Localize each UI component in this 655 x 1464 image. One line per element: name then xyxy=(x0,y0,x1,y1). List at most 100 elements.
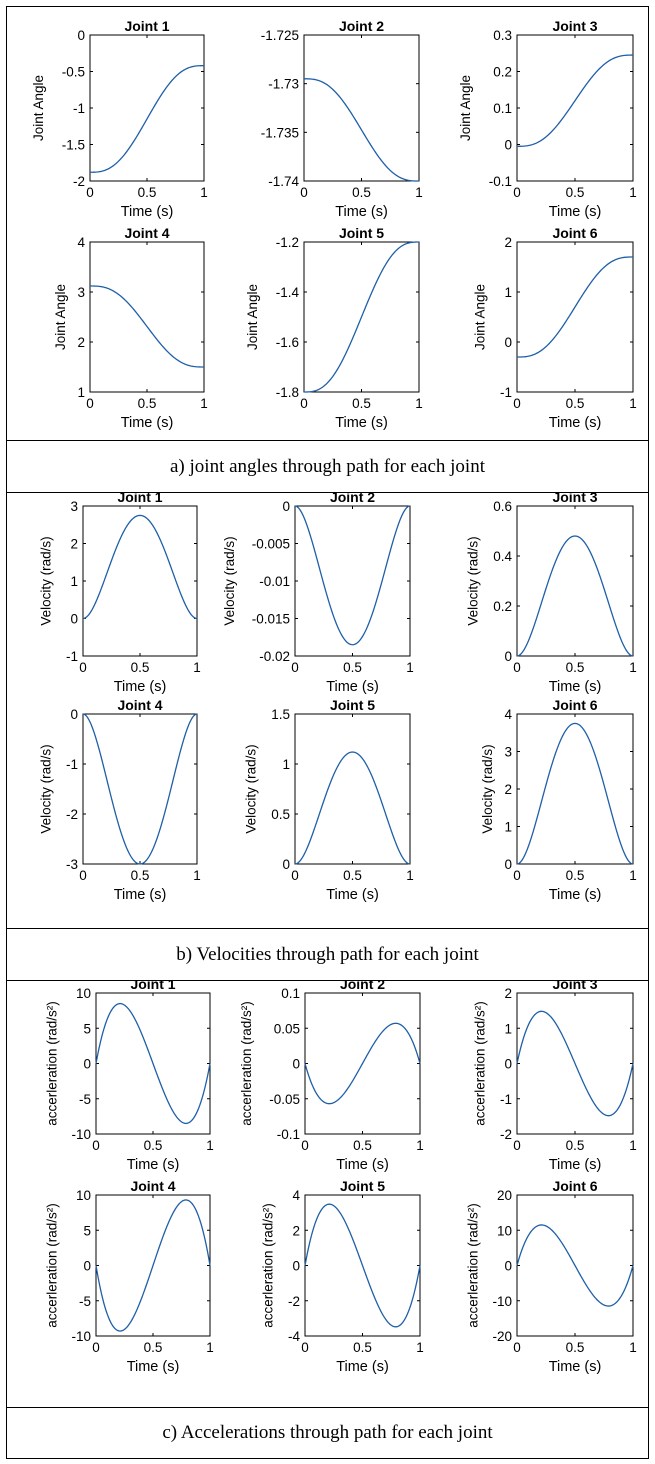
y-axis-label: accerleration (rad/s²) xyxy=(261,1203,276,1328)
subplot-title: Joint 5 xyxy=(340,1178,385,1194)
x-tick-label: 1 xyxy=(629,868,637,883)
x-tick-label: 1 xyxy=(206,1138,214,1153)
frame-left-border xyxy=(6,6,7,1459)
x-tick-label: 0.5 xyxy=(131,868,150,883)
y-tick-label: -1.725 xyxy=(261,28,299,43)
y-tick-label: -0.02 xyxy=(259,649,290,664)
x-axis-label: Time (s) xyxy=(326,887,379,903)
series-line xyxy=(516,722,634,865)
y-tick-label: 3 xyxy=(77,285,85,300)
y-tick-label: 0.6 xyxy=(493,499,512,514)
x-tick-label: 0 xyxy=(291,660,299,675)
y-tick-label: -0.1 xyxy=(277,1127,300,1142)
y-tick-label: 0 xyxy=(504,1057,512,1072)
y-tick-label: 4 xyxy=(77,235,85,250)
y-tick-label: 0.2 xyxy=(493,65,512,80)
axes-box xyxy=(303,34,420,182)
series-line xyxy=(82,514,198,620)
x-axis-label: Time (s) xyxy=(549,415,602,431)
y-tick-label: 10 xyxy=(76,986,91,1001)
y-tick-label: 0 xyxy=(83,1057,91,1072)
y-tick-label: -5 xyxy=(79,1092,91,1107)
x-tick-label: 0 xyxy=(513,868,521,883)
divider-line xyxy=(6,928,649,929)
divider-line xyxy=(6,492,649,493)
axes-box xyxy=(82,713,198,865)
axes-box xyxy=(294,505,411,657)
y-tick-label: 4 xyxy=(504,707,512,722)
subplot-b-5: Joint 5 1.5 1 0.5 00 0.5 1 Time (s) Velocity (ra… xyxy=(243,697,413,903)
axes-box xyxy=(516,241,634,393)
x-tick-label: 1 xyxy=(206,1340,214,1355)
y-tick-label: -0.05 xyxy=(269,1092,300,1107)
x-tick-label: 0.5 xyxy=(343,660,362,675)
series-line xyxy=(516,535,634,657)
x-tick-label: 1 xyxy=(416,1138,424,1153)
axes-box xyxy=(294,713,411,865)
x-axis-label: Time (s) xyxy=(121,204,174,220)
y-tick-label: -0.5 xyxy=(62,65,85,80)
y-tick-label: 4 xyxy=(292,1188,300,1203)
subplot-title: Joint 1 xyxy=(117,493,162,505)
x-tick-label: 1 xyxy=(406,868,414,883)
series-line xyxy=(90,285,204,368)
series-line xyxy=(304,1203,421,1328)
y-tick-label: 0.1 xyxy=(281,986,300,1001)
y-tick-label: 2 xyxy=(77,335,85,350)
series-line xyxy=(304,78,419,182)
x-tick-label: 1 xyxy=(416,1340,424,1355)
x-tick-label: 0 xyxy=(86,396,94,411)
y-tick-label: -0.01 xyxy=(259,574,290,589)
y-axis-label: Velocity (rad/s) xyxy=(39,744,54,833)
y-tick-label: -10 xyxy=(71,1329,91,1344)
series-line xyxy=(304,241,419,393)
frame-right-border xyxy=(648,6,649,1459)
y-tick-label: 1 xyxy=(70,574,78,589)
x-tick-label: 1 xyxy=(415,185,423,200)
x-tick-label: 0 xyxy=(291,868,299,883)
x-axis-label: Time (s) xyxy=(549,1157,602,1173)
y-tick-label: 0.4 xyxy=(493,549,512,564)
x-axis-label: Time (s) xyxy=(114,887,167,903)
divider-line xyxy=(6,980,649,981)
series-line xyxy=(294,505,411,646)
y-tick-label: 1.5 xyxy=(271,707,290,722)
y-axis-label: accerleration (rad/s²) xyxy=(473,1001,488,1126)
y-tick-label: 0.3 xyxy=(493,28,512,43)
subplot-a-2: Joint 2 -1.725 -1.73 -1.735 -1.740 0.5 1 Time (… xyxy=(261,18,423,220)
y-tick-label: 0 xyxy=(504,335,512,350)
y-tick-label: -1 xyxy=(66,757,78,772)
y-axis-label: Joint Angle xyxy=(458,75,473,141)
series-line xyxy=(517,256,633,358)
y-tick-label: 0 xyxy=(292,1259,300,1274)
y-tick-label: 0.1 xyxy=(493,101,512,116)
y-tick-label: -1 xyxy=(73,101,85,116)
y-axis-label: Joint Angle xyxy=(245,284,260,350)
y-tick-label: -0.015 xyxy=(252,612,290,627)
axes-box xyxy=(516,505,634,657)
y-tick-label: 0 xyxy=(77,28,85,43)
x-axis-label: Time (s) xyxy=(336,1359,389,1375)
y-tick-label: -2 xyxy=(288,1294,300,1309)
y-tick-label: 5 xyxy=(83,1223,91,1238)
series-line xyxy=(516,1010,634,1117)
y-tick-label: -5 xyxy=(79,1294,91,1309)
y-tick-label: 0 xyxy=(504,857,512,872)
axes-box xyxy=(89,34,205,182)
y-tick-label: 2 xyxy=(70,537,78,552)
frame-bottom-border xyxy=(6,1458,649,1459)
x-axis-label: Time (s) xyxy=(121,415,174,431)
y-tick-label: -1 xyxy=(500,1092,512,1107)
axes-box xyxy=(82,505,198,657)
y-tick-label: 10 xyxy=(497,1223,512,1238)
x-tick-label: 0 xyxy=(301,1340,309,1355)
x-axis-label: Time (s) xyxy=(549,679,602,695)
x-tick-label: 0.5 xyxy=(566,185,585,200)
